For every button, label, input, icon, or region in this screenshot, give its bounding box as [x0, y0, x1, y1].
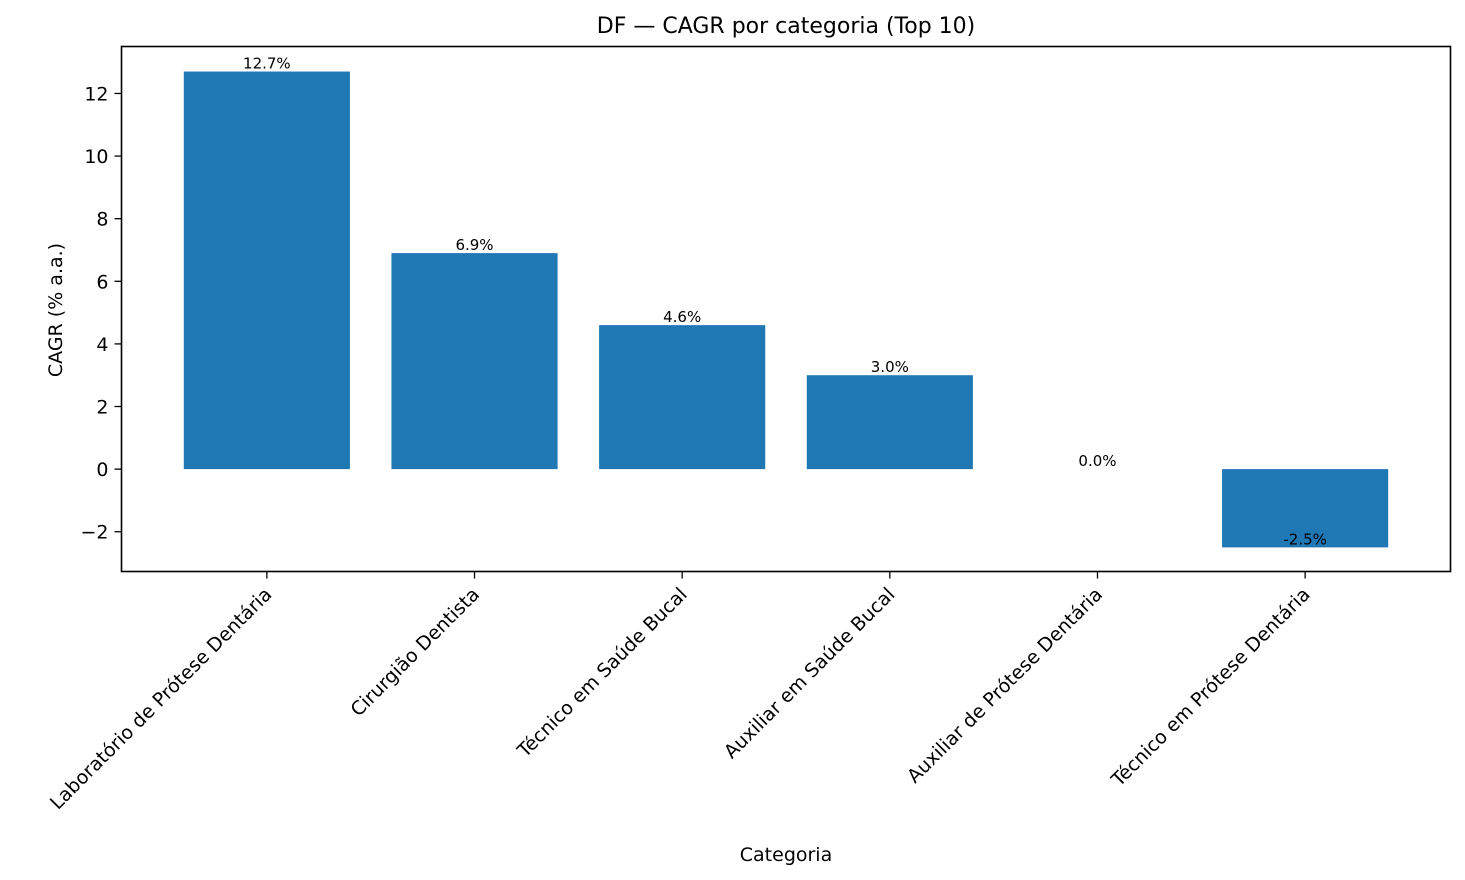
- bar: [806, 375, 973, 470]
- data-label: -2.5%: [1283, 530, 1327, 548]
- data-label: 3.0%: [871, 358, 909, 376]
- data-label: 0.0%: [1078, 452, 1116, 470]
- x-tick-label: Cirurgião Dentista: [346, 583, 484, 721]
- x-tick-label: Laboratório de Prótese Dentária: [46, 583, 277, 814]
- plot-frame: [120, 45, 1452, 573]
- x-tick-label: Técnico em Prótese Dentária: [1107, 583, 1315, 791]
- data-label: 4.6%: [663, 308, 701, 326]
- x-tick-label: Auxiliar em Saúde Bucal: [720, 583, 899, 762]
- chart-title: DF — CAGR por categoria (Top 10): [597, 14, 975, 39]
- bar: [391, 253, 558, 470]
- y-tick-label: −2: [80, 522, 108, 544]
- data-labels-group: 12.7% 6.9% 4.6% 3.0% 0.0% -2.5%: [243, 55, 1327, 549]
- bar: [599, 325, 766, 470]
- y-tick-label: 4: [96, 334, 108, 356]
- y-axis-label: CAGR (% a.a.): [45, 243, 67, 377]
- y-tick-label: 12: [84, 83, 108, 105]
- y-tick-label: 10: [84, 146, 108, 168]
- bar: [1222, 469, 1389, 548]
- y-tick-label: 2: [96, 397, 108, 419]
- y-tick-label: 0: [96, 459, 108, 481]
- bar: [183, 71, 350, 470]
- x-axis-label: Categoria: [740, 844, 832, 866]
- data-label: 6.9%: [455, 236, 493, 254]
- y-axis: −2 0 2 4 6 8 10 12: [80, 83, 122, 544]
- data-label: 12.7%: [243, 55, 291, 73]
- x-tick-label: Auxiliar de Prótese Dentária: [903, 583, 1107, 787]
- x-tick-label: Técnico em Saúde Bucal: [513, 583, 692, 762]
- bars-group: [183, 71, 1389, 548]
- y-tick-label: 8: [96, 209, 108, 231]
- x-axis: Laboratório de Prótese Dentária Cirurgião…: [46, 571, 1315, 814]
- y-tick-label: 6: [96, 271, 108, 293]
